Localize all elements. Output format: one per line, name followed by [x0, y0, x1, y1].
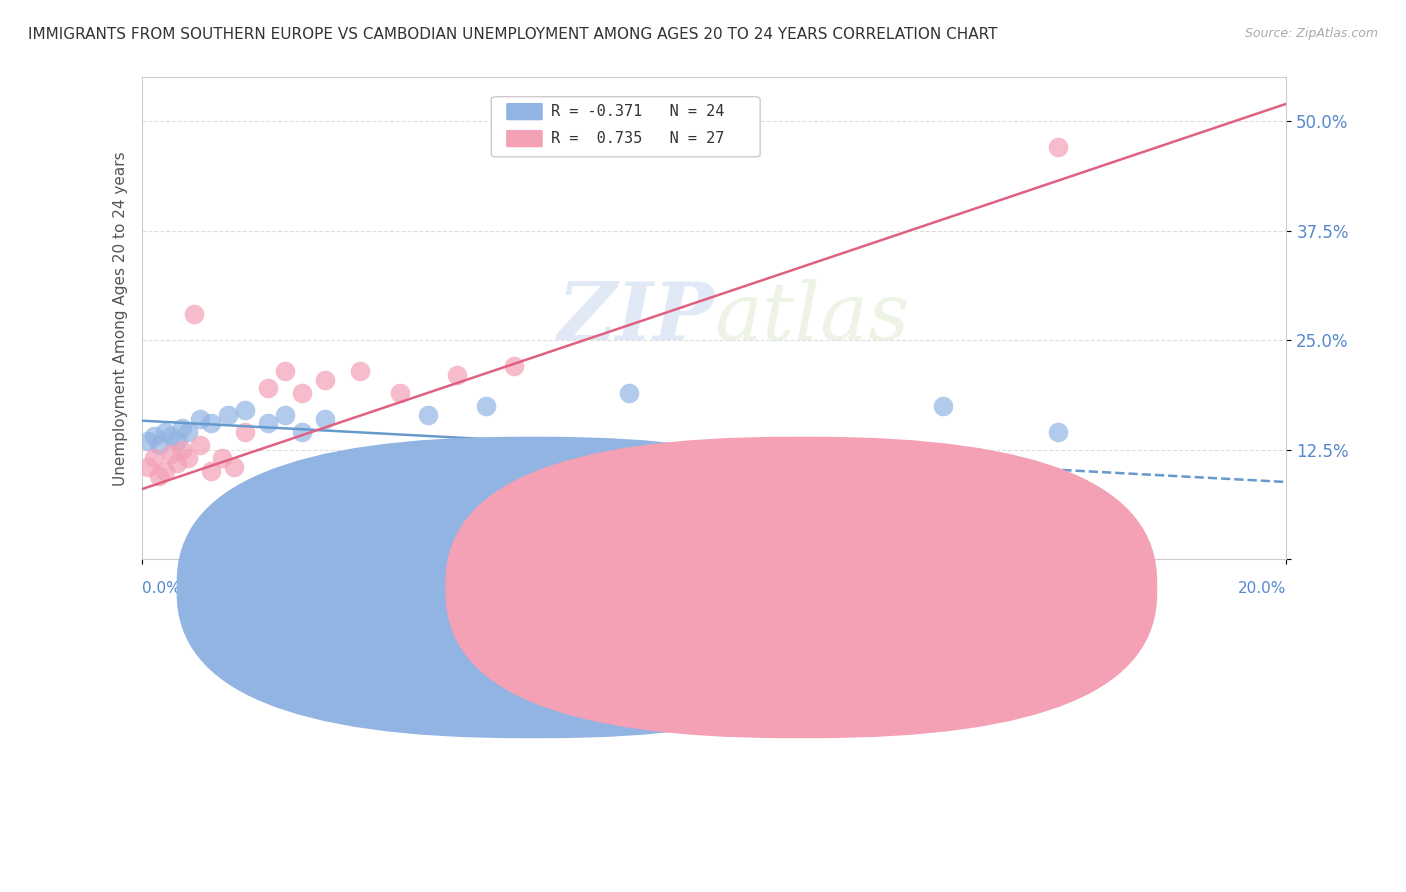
Point [817, 513, 839, 527]
Point [160, 447, 183, 461]
Text: atlas: atlas [714, 279, 910, 357]
FancyBboxPatch shape [177, 437, 889, 739]
Point [418, 408, 440, 422]
Point [314, 372, 336, 386]
Point [817, 451, 839, 466]
Point [166, 456, 188, 470]
Point [148, 468, 170, 483]
Point [932, 399, 955, 413]
Point [172, 420, 194, 434]
Point [177, 451, 200, 466]
Point [148, 438, 170, 452]
Point [314, 412, 336, 426]
Point [136, 460, 159, 475]
Point [233, 403, 256, 417]
Point [531, 447, 554, 461]
Point [474, 399, 496, 413]
Point [932, 500, 955, 514]
Point [617, 385, 640, 400]
FancyBboxPatch shape [491, 96, 761, 157]
Point [200, 465, 222, 479]
Point [222, 460, 245, 475]
Point [211, 451, 233, 466]
Point [1046, 425, 1069, 439]
FancyBboxPatch shape [446, 437, 1157, 739]
Point [217, 408, 239, 422]
Point [188, 438, 211, 452]
Point [142, 429, 165, 443]
Point [183, 307, 205, 321]
Point [388, 385, 411, 400]
Point [200, 417, 222, 431]
Point [160, 429, 183, 443]
Point [233, 425, 256, 439]
Point [1046, 140, 1069, 154]
Text: Source: ZipAtlas.com: Source: ZipAtlas.com [1244, 27, 1378, 40]
Point [446, 368, 468, 383]
Text: Immigrants from Southern Europe: Immigrants from Southern Europe [553, 580, 813, 594]
Point [153, 425, 176, 439]
Text: 20.0%: 20.0% [1239, 581, 1286, 596]
Text: R = -0.371   N = 24: R = -0.371 N = 24 [551, 104, 724, 120]
Point [291, 385, 314, 400]
Y-axis label: Unemployment Among Ages 20 to 24 years: Unemployment Among Ages 20 to 24 years [114, 151, 128, 485]
Point [142, 451, 165, 466]
Text: IMMIGRANTS FROM SOUTHERN EUROPE VS CAMBODIAN UNEMPLOYMENT AMONG AGES 20 TO 24 YE: IMMIGRANTS FROM SOUTHERN EUROPE VS CAMBO… [28, 27, 998, 42]
Point [274, 364, 297, 378]
Point [177, 425, 200, 439]
FancyBboxPatch shape [506, 130, 543, 147]
Point [188, 412, 211, 426]
Point [274, 408, 297, 422]
Point [589, 473, 612, 487]
FancyBboxPatch shape [506, 103, 543, 120]
Point [153, 465, 176, 479]
Text: R =  0.735   N = 27: R = 0.735 N = 27 [551, 131, 724, 146]
Point [703, 451, 725, 466]
Point [166, 434, 188, 448]
Point [291, 425, 314, 439]
Text: ZIP: ZIP [558, 279, 714, 357]
Point [136, 434, 159, 448]
Text: Cambodians: Cambodians [821, 580, 915, 594]
Point [703, 500, 725, 514]
Point [257, 381, 280, 395]
Point [172, 442, 194, 457]
Point [503, 359, 526, 374]
Text: 0.0%: 0.0% [142, 581, 181, 596]
Point [257, 417, 280, 431]
Point [349, 364, 371, 378]
